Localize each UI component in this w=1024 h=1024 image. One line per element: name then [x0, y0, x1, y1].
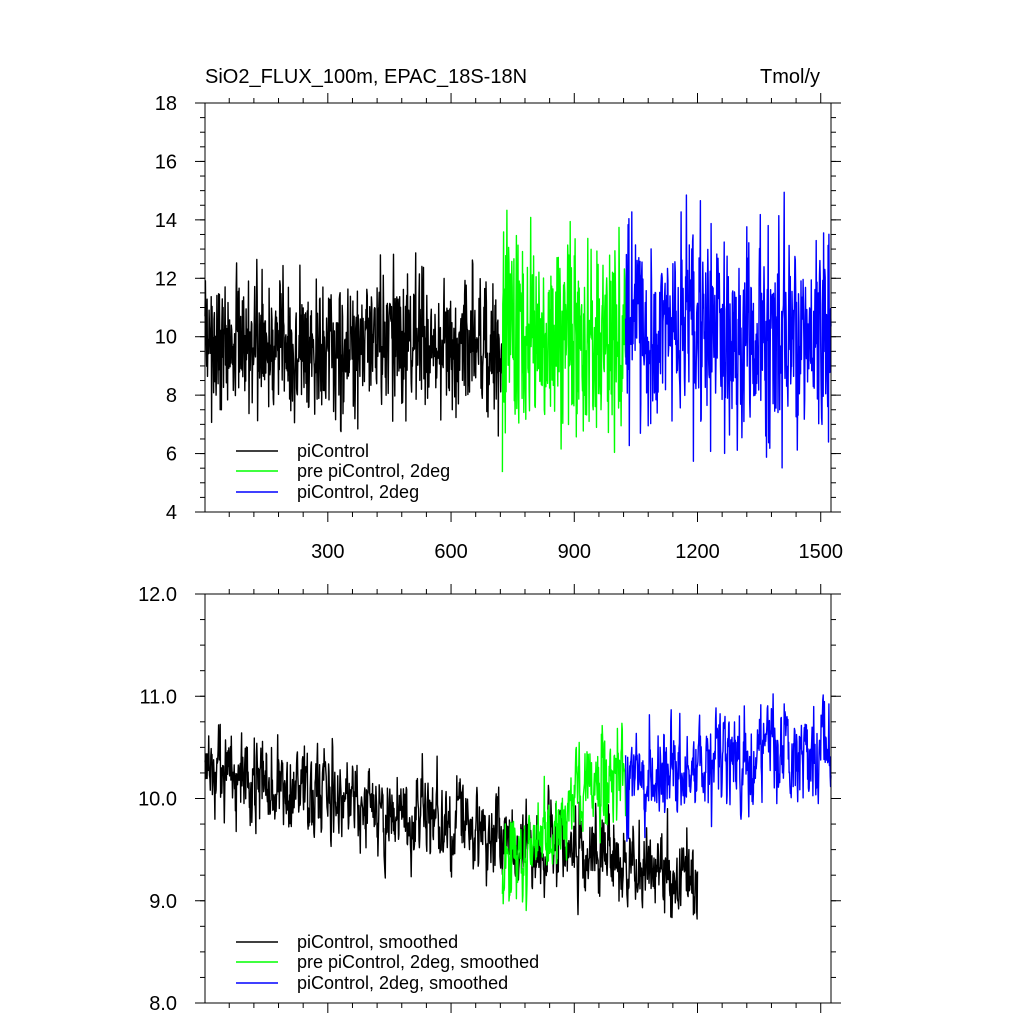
- legend-item: piControl, smoothed: [236, 932, 458, 952]
- y-tick-label: 8.0: [149, 993, 177, 1015]
- y-tick-label: 12.0: [138, 584, 177, 606]
- top-plot-frame: [204, 102, 832, 513]
- y-tick-label: 8: [166, 385, 177, 407]
- legend-label: piControl, 2deg: [297, 482, 419, 502]
- series-line-2: [501, 209, 627, 473]
- top-axis-ticks: 4 6 8 10 12 14 16 18 300 600 900 1200 1500: [155, 93, 843, 563]
- legend-item: pre piControl, 2deg: [236, 461, 450, 481]
- units-label: Tmol/y: [760, 66, 820, 88]
- top-series-group: [204, 191, 832, 473]
- bottom-series-group: [204, 693, 832, 920]
- x-tick-label: 300: [311, 541, 344, 563]
- y-tick-label: 18: [155, 93, 177, 115]
- series-line-3: [624, 693, 832, 842]
- bottom-axis-ticks: 8.0 9.0 10.0 11.0 12.0: [138, 584, 841, 1015]
- y-tick-label: 4: [166, 502, 177, 524]
- y-tick-label: 14: [155, 210, 177, 232]
- y-tick-label: 11.0: [140, 686, 177, 708]
- bottom-legend: piControl, smoothed pre piControl, 2deg,…: [236, 932, 539, 993]
- legend-item: piControl, 2deg, smoothed: [236, 973, 508, 993]
- x-tick-label: 600: [434, 541, 467, 563]
- series-line-1: [204, 252, 504, 437]
- legend-label: piControl: [297, 441, 369, 461]
- y-tick-label: 10.0: [138, 789, 177, 811]
- legend-label: pre piControl, 2deg: [297, 461, 450, 481]
- chart-title: SiO2_FLUX_100m, EPAC_18S-18N: [205, 66, 527, 88]
- legend-item: pre piControl, 2deg, smoothed: [236, 952, 539, 972]
- legend-label: piControl, 2deg, smoothed: [297, 973, 508, 993]
- bottom-plot-frame: [204, 593, 832, 1004]
- series-line-2: [501, 722, 627, 912]
- x-tick-label: 900: [558, 541, 591, 563]
- legend-label: pre piControl, 2deg, smoothed: [297, 952, 539, 972]
- y-tick-label: 6: [166, 444, 177, 466]
- bottom-chart-panel: 8.0 9.0 10.0 11.0 12.0 piControl, smoothed p…: [138, 584, 841, 1015]
- legend-item: piControl: [236, 441, 369, 461]
- y-tick-label: 16: [155, 151, 177, 173]
- top-chart-panel: SiO2_FLUX_100m, EPAC_18S-18N Tmol/y 4 6 8 1…: [155, 66, 843, 563]
- legend-label: piControl, smoothed: [297, 932, 458, 952]
- x-tick-label: 1500: [798, 541, 843, 563]
- x-tick-label: 1200: [675, 541, 720, 563]
- legend-item: piControl, 2deg: [236, 482, 419, 502]
- series-line-3: [624, 191, 832, 469]
- y-tick-label: 9.0: [149, 891, 177, 913]
- series-line-1: [204, 723, 699, 920]
- top-legend: piControl pre piControl, 2deg piControl,…: [236, 441, 450, 502]
- y-tick-label: 12: [155, 268, 177, 290]
- y-tick-label: 10: [155, 327, 177, 349]
